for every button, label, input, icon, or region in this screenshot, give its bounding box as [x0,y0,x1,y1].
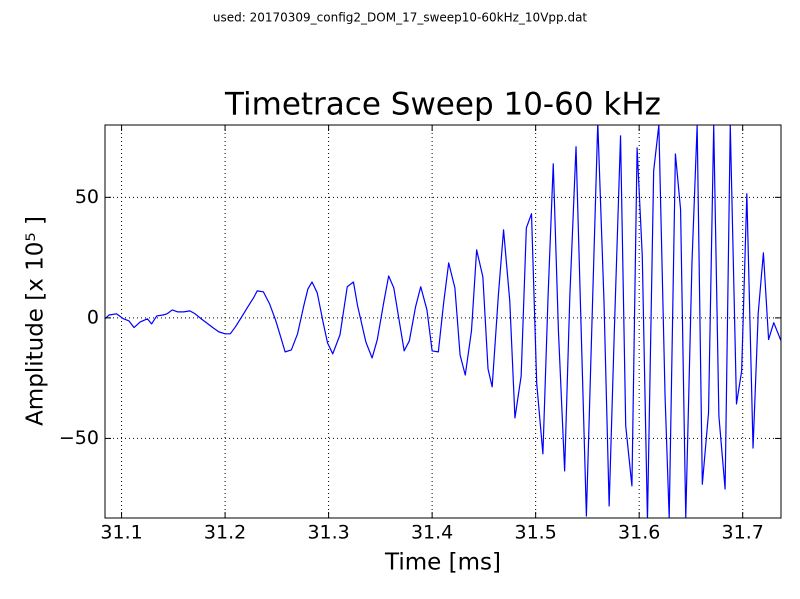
y-tick-label: 50 [75,186,99,208]
ticks: 31.1 31.2 31.3 31.4 31.5 31.6 31.7 −50 0 50 [59,125,781,544]
data-line [105,125,781,518]
x-tick-label: 31.6 [618,522,660,544]
suptitle: used: 20170309_config2_DOM_17_sweep10-60… [213,11,588,25]
y-tick-label: 0 [87,306,99,328]
x-tick-label: 31.4 [411,522,453,544]
x-tick-label: 31.7 [722,522,764,544]
x-tick-label: 31.2 [204,522,246,544]
y-tick-label: −50 [59,427,99,449]
x-tick-label: 31.5 [514,522,556,544]
axes-frame [104,124,782,519]
x-tick-label: 31.1 [100,522,142,544]
x-axis-label: Time [ms] [384,550,501,576]
plot-area [105,125,781,518]
chart-title: Timetrace Sweep 10-60 kHz [224,87,661,123]
x-tick-label: 31.3 [307,522,349,544]
y-axis-label: Amplitude [x 10⁵ ] [23,216,49,426]
